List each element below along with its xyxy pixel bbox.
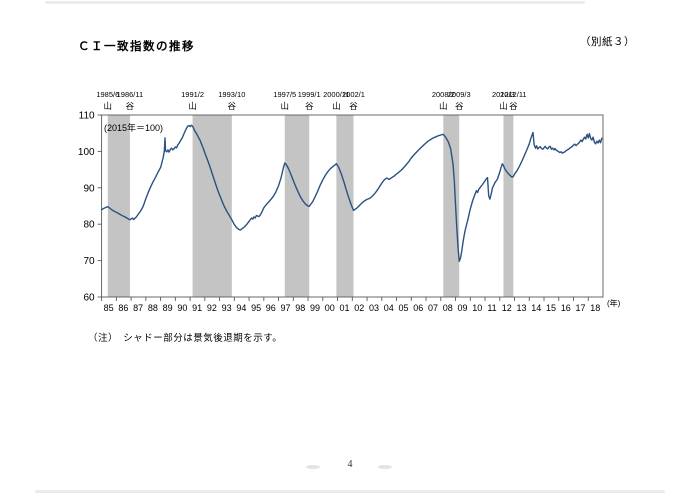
x-tick-label: 10: [472, 303, 482, 313]
turning-point-date: 1991/2: [181, 90, 204, 99]
x-tick-label: 13: [517, 303, 527, 313]
x-tick-label: 18: [590, 303, 600, 313]
x-tick-label: 97: [281, 303, 291, 313]
turning-point-type: 谷: [455, 101, 464, 111]
x-tick-label: 87: [133, 303, 143, 313]
x-tick-label: 96: [266, 303, 276, 313]
turning-point-type: 山: [188, 101, 197, 111]
y-tick-label: 110: [79, 111, 95, 122]
scan-smudge-right: [378, 465, 392, 469]
x-tick-label: 89: [163, 303, 173, 313]
turning-point-type: 山: [439, 101, 448, 111]
recession-band: [443, 115, 460, 297]
turning-point-type: 山: [104, 101, 113, 111]
x-tick-label: 03: [369, 303, 379, 313]
x-tick-label: 14: [531, 303, 541, 313]
scan-smudge-left: [306, 465, 320, 469]
turning-point-type: 谷: [509, 101, 518, 111]
base-index-label: (2015年＝100): [104, 123, 164, 133]
turning-point-type: 山: [499, 101, 508, 111]
turning-point-date: 1999/1: [298, 90, 321, 99]
turning-point-date: 1997/5: [273, 90, 296, 99]
turning-point-type: 谷: [305, 101, 314, 111]
x-tick-label: 92: [207, 303, 217, 313]
x-tick-label: 08: [443, 303, 453, 313]
attachment-label: （別紙３）: [580, 36, 635, 48]
x-tick-label: 17: [575, 303, 585, 313]
x-tick-label: 88: [148, 303, 158, 313]
x-tick-label: 02: [354, 303, 364, 313]
year-unit-label: (年): [607, 298, 621, 308]
page-number: 4: [347, 459, 353, 470]
x-tick-label: 09: [458, 303, 468, 313]
y-tick-label: 80: [83, 220, 95, 231]
x-tick-label: 00: [325, 303, 335, 313]
turning-point-type: 山: [332, 101, 341, 111]
ci-line: [100, 124, 603, 263]
x-tick-label: 01: [340, 303, 350, 313]
x-tick-label: 85: [104, 303, 114, 313]
turning-point-date: 2002/1: [342, 90, 365, 99]
x-tick-label: 91: [192, 303, 202, 313]
x-tick-label: 90: [177, 303, 187, 313]
turning-point-date: 2008/2: [432, 90, 455, 99]
ci-chart: 60 70 80 90 100 110 85 86 87 88 89 90 91 92 93 94 95 96 97…: [70, 85, 670, 330]
x-tick-label: 06: [413, 303, 423, 313]
turning-point-date: 1986/11: [117, 90, 144, 99]
recession-band: [336, 115, 354, 297]
x-tick-label: 15: [546, 303, 556, 313]
turning-point-date: 2012/3: [492, 90, 515, 99]
x-tick-label: 94: [236, 303, 246, 313]
page-title: ＣＩ一致指数の推移: [78, 41, 195, 53]
x-tick-label: 98: [295, 303, 305, 313]
turning-point-date: 2000/11: [323, 90, 350, 99]
x-tick-label: 16: [561, 303, 571, 313]
turning-point-type: 山: [281, 101, 290, 111]
x-tick-label: 11: [487, 303, 496, 313]
scan-artifact-top: [45, 1, 585, 4]
x-tick-label: 07: [428, 303, 438, 313]
recession-band: [503, 115, 514, 297]
turning-point-date: 2009/3: [448, 90, 471, 99]
x-tick-label: 12: [502, 303, 512, 313]
footnote: （注） シャドー部分は景気後退期を示す。: [88, 334, 283, 344]
recession-band: [284, 115, 310, 297]
y-tick-label: 70: [83, 256, 95, 267]
x-tick-label: 93: [222, 303, 232, 313]
x-tick-label: 99: [310, 303, 320, 313]
turning-point-type: 谷: [349, 101, 358, 111]
ci-chart-svg: 60 70 80 90 100 110 85 86 87 88 89 90 91 92 93 94 95 96 97…: [78, 90, 621, 313]
turning-point-date: 2012/11: [500, 90, 527, 99]
turning-point-date: 1993/10: [218, 90, 245, 99]
scan-artifact-bottom: [35, 490, 665, 493]
turning-point-type: 谷: [126, 101, 135, 111]
y-tick-label: 100: [78, 147, 95, 158]
recession-band: [107, 115, 130, 297]
turning-point-date: 1985/6: [96, 90, 119, 99]
x-tick-label: 86: [118, 303, 128, 313]
x-tick-label: 04: [384, 303, 394, 313]
y-tick-label: 60: [83, 293, 95, 304]
turning-point-type: 谷: [228, 101, 237, 111]
x-tick-label: 05: [399, 303, 409, 313]
y-tick-label: 90: [83, 183, 95, 194]
x-tick-label: 95: [251, 303, 261, 313]
recession-band: [192, 115, 232, 297]
